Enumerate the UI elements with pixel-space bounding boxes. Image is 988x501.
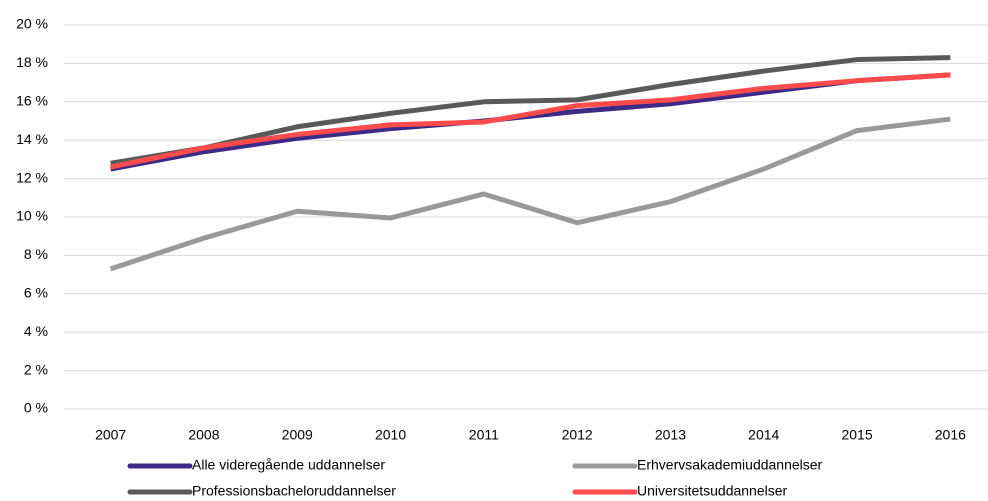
x-tick-label: 2012: [562, 427, 593, 443]
y-tick-label: 4 %: [24, 323, 48, 339]
legend-label: Professionsbacheloruddannelser: [192, 483, 396, 499]
y-tick-label: 0 %: [24, 400, 48, 416]
series-line: [110, 55, 951, 166]
y-tick-label: 8 %: [24, 246, 48, 262]
legend-label: Universitetsuddannelser: [637, 483, 788, 499]
x-tick-label: 2008: [188, 427, 219, 443]
x-tick-label: 2016: [935, 427, 966, 443]
series-line: [110, 72, 951, 172]
x-tick-label: 2014: [748, 427, 779, 443]
series-line: [110, 72, 951, 170]
y-tick-label: 10 %: [16, 208, 48, 224]
y-tick-label: 6 %: [24, 285, 48, 301]
x-tick-label: 2013: [655, 427, 686, 443]
y-tick-label: 2 %: [24, 361, 48, 377]
y-tick-label: 20 %: [16, 16, 48, 32]
series-line: [109, 116, 951, 272]
y-tick-label: 16 %: [16, 93, 48, 109]
x-tick-label: 2015: [841, 427, 872, 443]
x-tick-label: 2007: [95, 427, 126, 443]
x-tick-label: 2010: [375, 427, 406, 443]
y-tick-label: 14 %: [16, 131, 48, 147]
legend-label: Alle videregående uddannelser: [192, 457, 385, 473]
y-tick-label: 12 %: [16, 169, 48, 185]
x-tick-label: 2009: [282, 427, 313, 443]
x-tick-label: 2011: [469, 427, 499, 443]
legend-label: Erhvervsakademiuddannelser: [637, 457, 823, 473]
y-tick-label: 18 %: [16, 54, 48, 70]
